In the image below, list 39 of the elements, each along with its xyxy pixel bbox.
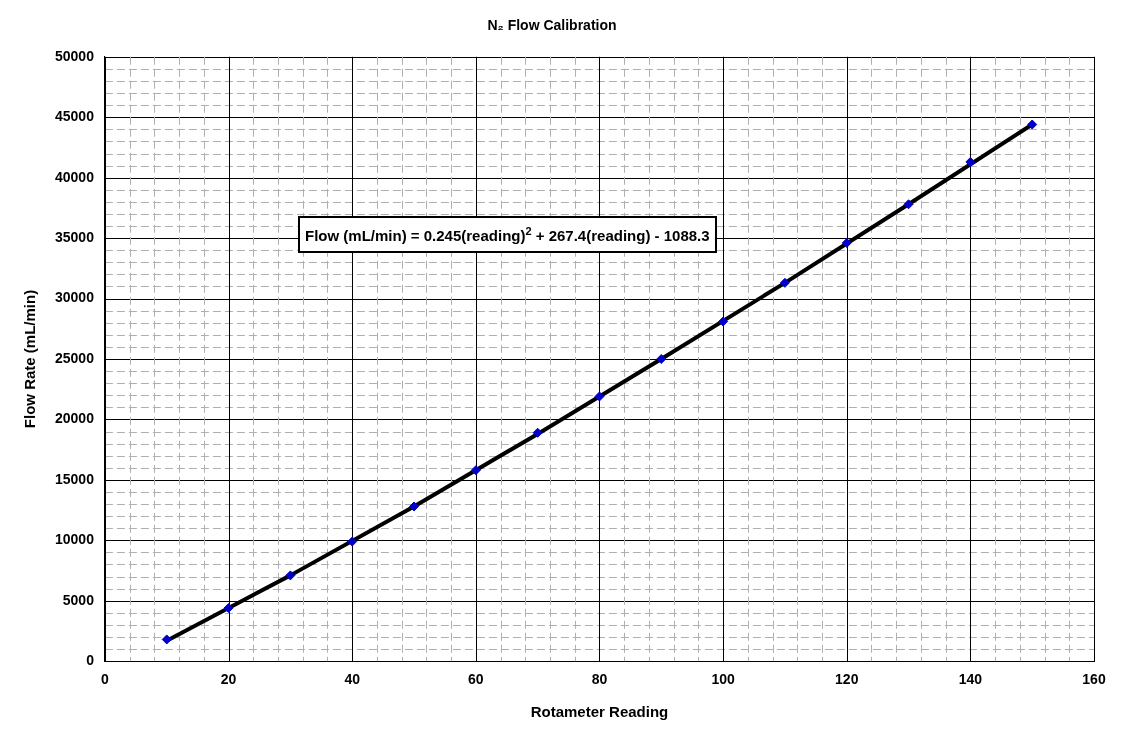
point [223,603,234,614]
point [532,427,543,438]
y-tick-label: 25000 [54,349,95,366]
y-tick-label: 10000 [54,531,95,548]
y-tick-label: 20000 [54,410,95,427]
x-tick-label: 120 [835,671,859,688]
y-tick-label: 40000 [54,168,95,185]
point [779,277,790,288]
point [841,237,852,248]
x-tick-label: 140 [958,671,983,688]
point [347,536,358,547]
point [1027,119,1038,130]
y-tick-label: 30000 [54,289,95,306]
y-tick-label: 5000 [62,591,95,608]
point [594,391,605,402]
annotation: Flow (mL/min) = 0.245(reading)$^{2}$ + 267.4(reading) - 1088.3 [298,216,717,253]
x-tick-label: 60 [468,671,484,688]
point [718,316,729,327]
point [285,570,296,581]
x-tick-label: 80 [591,671,608,688]
point [656,354,667,364]
y-axis-title: Flow Rate (mL/min) [21,289,39,429]
x-tick-label: 40 [344,671,361,688]
x-tick-label: 160 [1082,671,1106,688]
x-tick-label: 100 [711,671,735,688]
point [965,156,976,167]
point [903,199,914,210]
y-tick-label: 15000 [54,470,95,487]
y-tick-label: 0 [86,652,95,669]
y-tick-label: 45000 [54,108,95,125]
x-axis-title: Rotameter Reading [530,703,669,721]
y-tick-label: 35000 [54,228,95,245]
point [470,465,481,476]
x-tick-label: 20 [220,671,237,688]
y-tick-label: 50000 [54,47,95,64]
x-tick-label: 0 [101,671,110,688]
point [161,634,172,645]
point [409,501,420,512]
chart-title: N₂ Flow Calibration [487,17,617,34]
